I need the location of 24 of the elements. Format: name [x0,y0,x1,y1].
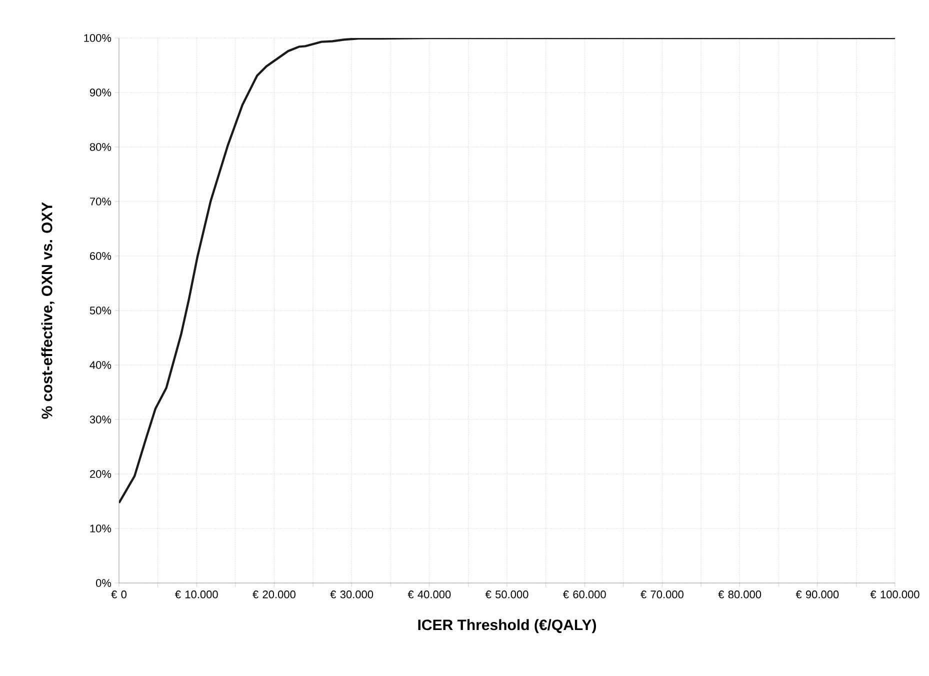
x-tick-label: € 10.000 [174,590,218,598]
x-tick-label: € 50.000 [485,590,528,598]
x-tick-label: € 40.000 [408,590,451,598]
y-tick-label: 60% [90,252,112,260]
x-tick-label: € 30.000 [330,590,374,598]
y-axis-title: % cost-effective, OXN vs. OXY [41,202,54,419]
y-tick-label: 40% [90,361,112,369]
y-tick-label: 90% [90,88,112,96]
x-tick-label: € 60.000 [562,590,606,598]
x-axis-title: ICER Threshold (€/QALY) [418,619,596,634]
y-tick-label: 100% [84,34,112,42]
x-tick-label: € 100.000 [870,590,920,598]
y-tick-label: 70% [90,198,112,206]
y-tick-label: 0% [96,579,112,587]
x-tick-label: € 90.000 [796,590,839,598]
y-tick-label: 30% [90,416,112,424]
y-tick-label: 20% [90,470,112,478]
y-tick-label: 10% [90,524,112,532]
y-tick-label: 80% [90,143,112,151]
x-tick-label: € 70.000 [640,590,684,598]
x-tick-label: € 0 [111,590,127,598]
y-tick-label: 50% [90,306,112,314]
x-tick-label: € 20.000 [252,590,296,598]
x-tick-label: € 80.000 [718,590,762,598]
